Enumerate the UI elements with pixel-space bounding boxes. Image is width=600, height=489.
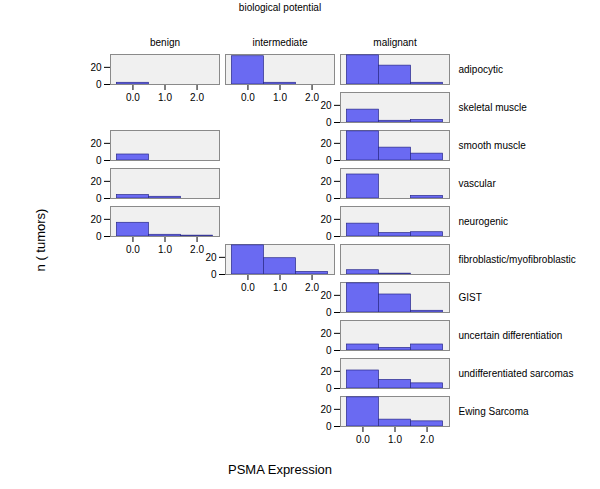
- svg-text:0: 0: [326, 231, 332, 242]
- html-text:PSMA Expression: PSMA Expression: [228, 462, 332, 477]
- svg-text:smooth muscle: smooth muscle: [459, 140, 527, 151]
- svg-text:uncertain differentiation: uncertain differentiation: [459, 330, 563, 341]
- svg-text:vascular: vascular: [459, 178, 497, 189]
- svg-text:undifferentiated sarcomas: undifferentiated sarcomas: [459, 368, 574, 379]
- svg-text:2.0: 2.0: [420, 434, 434, 445]
- svg-text:0: 0: [211, 269, 217, 280]
- svg-text:20: 20: [90, 62, 102, 73]
- svg-text:fibroblastic/myofibroblastic: fibroblastic/myofibroblastic: [459, 254, 576, 265]
- svg-text:0: 0: [96, 79, 102, 90]
- svg-text:Ewing Sarcoma: Ewing Sarcoma: [459, 406, 529, 417]
- svg-text:0: 0: [326, 193, 332, 204]
- svg-text:20: 20: [90, 138, 102, 149]
- svg-text:20: 20: [320, 176, 332, 187]
- svg-text:intermediate: intermediate: [252, 37, 307, 48]
- svg-text:0: 0: [326, 117, 332, 128]
- svg-text:benign: benign: [150, 37, 180, 48]
- svg-text:2.0: 2.0: [305, 282, 319, 293]
- svg-text:adipocytic: adipocytic: [459, 64, 503, 75]
- svg-text:20: 20: [320, 290, 332, 301]
- html-text:n ( tumors): n ( tumors): [32, 208, 48, 271]
- svg-text:GIST: GIST: [459, 292, 482, 303]
- svg-text:20: 20: [320, 100, 332, 111]
- svg-text:20: 20: [320, 366, 332, 377]
- svg-text:0: 0: [326, 421, 332, 432]
- svg-text:2.0: 2.0: [190, 92, 204, 103]
- svg-text:0: 0: [96, 155, 102, 166]
- svg-text:0.0: 0.0: [356, 434, 370, 445]
- svg-text:20: 20: [320, 404, 332, 415]
- svg-text:neurogenic: neurogenic: [459, 216, 508, 227]
- svg-text:1.0: 1.0: [273, 92, 287, 103]
- svg-text:1.0: 1.0: [273, 282, 287, 293]
- svg-text:0: 0: [96, 193, 102, 204]
- svg-text:0.0: 0.0: [241, 282, 255, 293]
- svg-text:0.0: 0.0: [241, 92, 255, 103]
- svg-text:2.0: 2.0: [190, 244, 204, 255]
- svg-text:1.0: 1.0: [158, 92, 172, 103]
- svg-text:0.0: 0.0: [126, 244, 140, 255]
- svg-text:0: 0: [326, 383, 332, 394]
- svg-text:0: 0: [326, 345, 332, 356]
- svg-text:1.0: 1.0: [158, 244, 172, 255]
- svg-text:0: 0: [326, 155, 332, 166]
- svg-text:20: 20: [205, 252, 217, 263]
- svg-text:2.0: 2.0: [305, 92, 319, 103]
- svg-text:0: 0: [96, 231, 102, 242]
- svg-text:malignant: malignant: [373, 37, 417, 48]
- svg-text:20: 20: [320, 138, 332, 149]
- svg-text:20: 20: [90, 214, 102, 225]
- svg-text:skeletal muscle: skeletal muscle: [459, 102, 528, 113]
- svg-text:1.0: 1.0: [388, 434, 402, 445]
- svg-text:20: 20: [90, 176, 102, 187]
- svg-text:0: 0: [326, 307, 332, 318]
- svg-text:20: 20: [320, 214, 332, 225]
- svg-text:biological potential: biological potential: [239, 2, 321, 13]
- svg-text:20: 20: [320, 328, 332, 339]
- svg-text:0.0: 0.0: [126, 92, 140, 103]
